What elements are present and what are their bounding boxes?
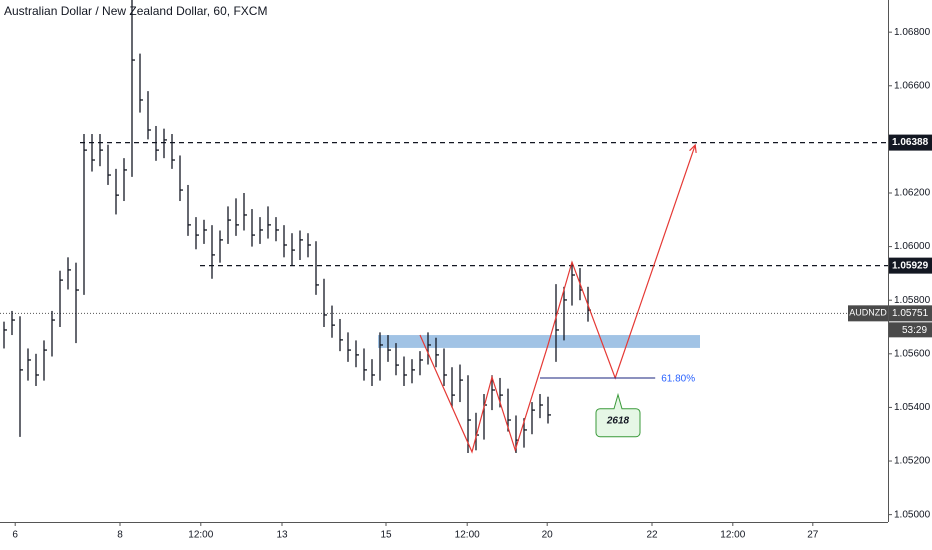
x-tick-label: 22 [646, 530, 658, 541]
last-price-box [889, 305, 932, 322]
y-tick-label: 1.05200 [894, 456, 931, 467]
x-tick-label: 12:00 [188, 530, 213, 541]
level-label-box [889, 257, 932, 274]
level-label-box [889, 134, 932, 151]
x-tick-label: 15 [380, 530, 392, 541]
y-tick-label: 1.06800 [894, 27, 931, 38]
x-tick-label: 20 [542, 530, 554, 541]
y-tick-label: 1.06600 [894, 80, 931, 91]
y-tick-label: 1.05400 [894, 402, 931, 413]
level-label: 1.06388 [892, 137, 929, 148]
y-tick-label: 1.06200 [894, 188, 931, 199]
arrow-head [689, 143, 697, 154]
y-tick-label: 1.06000 [894, 241, 931, 252]
harmonic-pattern [419, 144, 696, 454]
x-tick-label: 13 [276, 530, 288, 541]
symbol-box [848, 305, 888, 322]
x-tick-label: 12:00 [720, 530, 745, 541]
callout-text: 2618 [606, 415, 630, 426]
support-zone [378, 335, 700, 348]
y-tick-label: 1.05600 [894, 348, 931, 359]
symbol-label: AUDNZD [849, 308, 887, 318]
y-tick-label: 1.05000 [894, 509, 931, 520]
x-tick-label: 27 [807, 530, 819, 541]
chart-title: Australian Dollar / New Zealand Dollar, … [4, 4, 267, 18]
x-tick-label: 12:00 [455, 530, 480, 541]
callout-box [595, 392, 641, 438]
countdown-box [889, 322, 932, 338]
x-tick-label: 8 [117, 530, 123, 541]
level-label: 1.05929 [892, 260, 929, 271]
y-tick-label: 1.05800 [894, 295, 931, 306]
x-tick-label: 6 [12, 530, 18, 541]
fib-label: 61.80% [661, 374, 695, 385]
countdown-label: 53:29 [902, 325, 927, 336]
last-price-label: 1.05751 [892, 308, 929, 319]
